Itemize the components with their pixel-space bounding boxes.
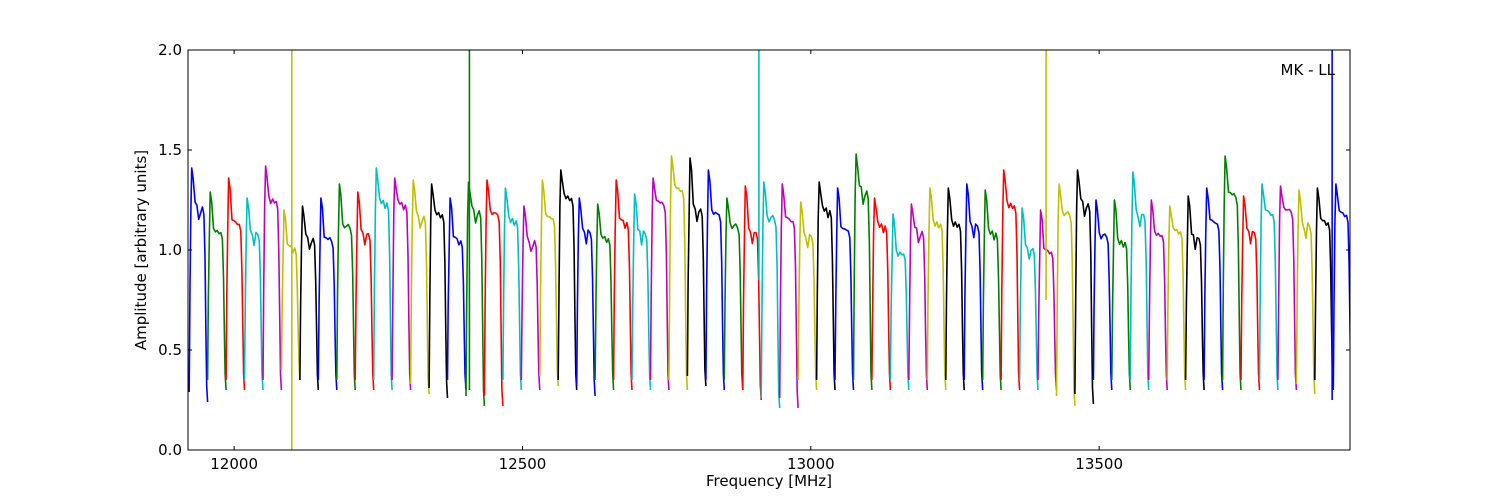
channel-series-line: [1129, 171, 1150, 391]
channel-series-line: [465, 181, 486, 407]
x-axis-label: Frequency [MHz]: [706, 472, 832, 490]
channel-series-line: [815, 181, 836, 391]
channel-series-line: [354, 191, 375, 391]
channel-series-line: [742, 185, 762, 401]
channel-series-line: [1000, 169, 1021, 391]
channel-series-line: [391, 177, 412, 391]
channel-series-line: [981, 189, 1002, 391]
plot-area: [188, 50, 1350, 450]
channel-series-line: [1240, 195, 1261, 391]
x-tick-label: 13500: [1075, 455, 1123, 473]
channel-series-line: [299, 205, 320, 391]
channel-series-line: [317, 197, 338, 391]
channel-series-line: [1258, 183, 1279, 391]
channel-series-line: [1074, 169, 1095, 405]
channel-series-line: [1203, 187, 1224, 391]
channel-series-line: [409, 179, 430, 395]
channel-series-line: [262, 165, 283, 391]
chart-annotation: MK - LL: [1281, 61, 1336, 79]
channel-series-line: [520, 205, 541, 391]
x-tick-label: 13000: [787, 455, 835, 473]
channel-series-line: [760, 181, 781, 409]
channel-series-line: [1314, 187, 1335, 391]
channel-series-line: [206, 191, 227, 391]
channel-series-line: [1166, 205, 1187, 391]
channel-series-line: [428, 183, 449, 399]
channel-series-line: [1055, 183, 1076, 407]
channel-series-line: [557, 169, 578, 391]
ticks-layer: 12000 12500 13000 13500 0.0 0.5 1.0 1.5 2.0: [158, 41, 1350, 473]
y-tick-label: 0.0: [158, 441, 182, 459]
y-tick-label: 1.0: [158, 241, 182, 259]
channel-series-line: [372, 167, 393, 391]
channel-series-line: [280, 209, 301, 381]
channel-series-line: [1277, 185, 1298, 391]
channel-series-line: [502, 187, 523, 391]
channel-series-line: [668, 155, 689, 391]
channel-series-line: [1184, 195, 1205, 391]
channel-series-line: [649, 177, 670, 391]
channel-series-line: [705, 169, 726, 391]
channel-series-line: [1018, 207, 1039, 391]
channel-series-line: [612, 179, 633, 391]
channel-series-line: [797, 201, 818, 391]
channel-series-line: [188, 167, 209, 403]
channel-series-line: [1221, 155, 1242, 391]
y-axis-label: Amplitude [arbitrary units]: [132, 150, 150, 350]
channel-series-line: [871, 197, 892, 391]
y-tick-label: 0.5: [158, 341, 182, 359]
channel-series-line: [336, 183, 356, 391]
channel-series-line: [575, 197, 596, 397]
channel-series-line: [243, 197, 264, 391]
channel-series-line: [852, 153, 873, 391]
channel-series-line: [963, 183, 984, 391]
channel-series-line: [686, 157, 707, 387]
channel-series-line: [446, 197, 467, 391]
channel-series-line: [1111, 199, 1132, 391]
channel-series-line: [1092, 199, 1113, 391]
channel-series-line: [908, 203, 929, 391]
channel-series-line: [926, 187, 947, 391]
x-tick-label: 12000: [210, 455, 258, 473]
channel-series-line: [723, 197, 744, 391]
channel-series-line: [834, 187, 855, 391]
x-tick-label: 12500: [499, 455, 547, 473]
y-tick-label: 1.5: [158, 141, 182, 159]
channel-series-line: [225, 177, 246, 391]
y-tick-label: 2.0: [158, 41, 182, 59]
channel-series-line: [1295, 189, 1316, 395]
channel-series-line: [1037, 209, 1058, 391]
channel-series-line: [594, 203, 615, 391]
channel-series-line: [945, 187, 965, 391]
channel-series-line: [889, 213, 910, 391]
channel-series-line: [539, 179, 559, 387]
channel-series-line: [1147, 199, 1168, 391]
series-layer: [188, 50, 1350, 450]
channel-series-line: [631, 193, 652, 391]
channel-series-line: [483, 179, 504, 407]
channel-series-line: [778, 183, 799, 409]
